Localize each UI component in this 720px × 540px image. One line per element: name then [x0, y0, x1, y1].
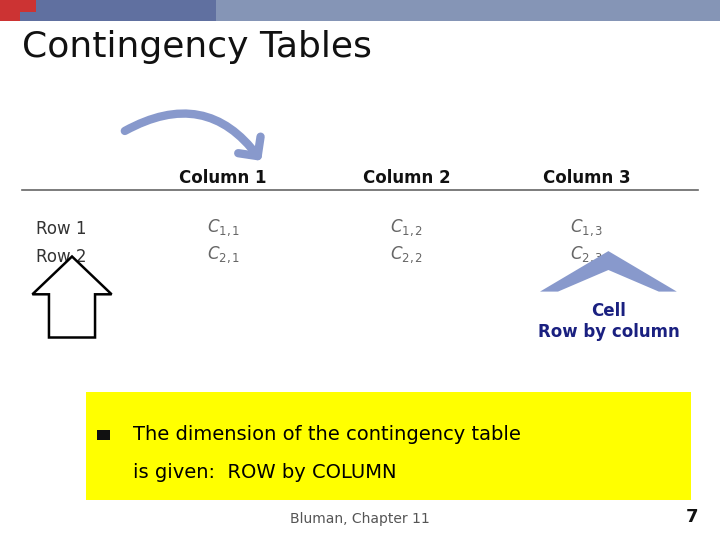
Text: Cell: Cell [591, 301, 626, 320]
FancyBboxPatch shape [0, 0, 20, 21]
Text: $C_{2,1}$: $C_{2,1}$ [207, 245, 240, 265]
Text: Row 2: Row 2 [36, 247, 86, 266]
Text: $C_{2,3}$: $C_{2,3}$ [570, 245, 603, 265]
Text: is given:  ROW by COLUMN: is given: ROW by COLUMN [133, 463, 397, 482]
Text: Column 1: Column 1 [179, 169, 267, 187]
Text: $C_{1,3}$: $C_{1,3}$ [570, 218, 603, 238]
Polygon shape [32, 256, 112, 338]
Text: Column 3: Column 3 [543, 169, 631, 187]
Text: The dimension of the contingency table: The dimension of the contingency table [133, 425, 521, 444]
Text: Contingency Tables: Contingency Tables [22, 30, 372, 64]
Text: Row by column: Row by column [538, 323, 679, 341]
FancyBboxPatch shape [20, 0, 36, 12]
Text: $C_{2,2}$: $C_{2,2}$ [390, 245, 423, 265]
Text: 7: 7 [686, 509, 698, 526]
Text: Column 2: Column 2 [363, 169, 451, 187]
Text: Row 1: Row 1 [36, 220, 86, 239]
FancyBboxPatch shape [0, 0, 720, 21]
FancyBboxPatch shape [86, 392, 691, 500]
FancyArrowPatch shape [125, 113, 261, 156]
Text: Bluman, Chapter 11: Bluman, Chapter 11 [290, 512, 430, 526]
Text: $C_{1,1}$: $C_{1,1}$ [207, 218, 240, 238]
Polygon shape [540, 251, 677, 292]
FancyBboxPatch shape [97, 430, 110, 440]
FancyBboxPatch shape [216, 0, 720, 21]
Text: $C_{1,2}$: $C_{1,2}$ [390, 218, 423, 238]
